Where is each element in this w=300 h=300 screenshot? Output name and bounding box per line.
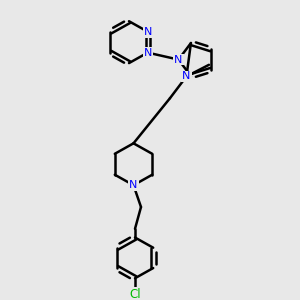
Text: N: N bbox=[174, 55, 183, 64]
Text: Cl: Cl bbox=[129, 288, 141, 300]
Text: N: N bbox=[143, 48, 152, 58]
Text: N: N bbox=[129, 180, 138, 190]
Text: N: N bbox=[182, 71, 190, 81]
Text: N: N bbox=[143, 27, 152, 37]
